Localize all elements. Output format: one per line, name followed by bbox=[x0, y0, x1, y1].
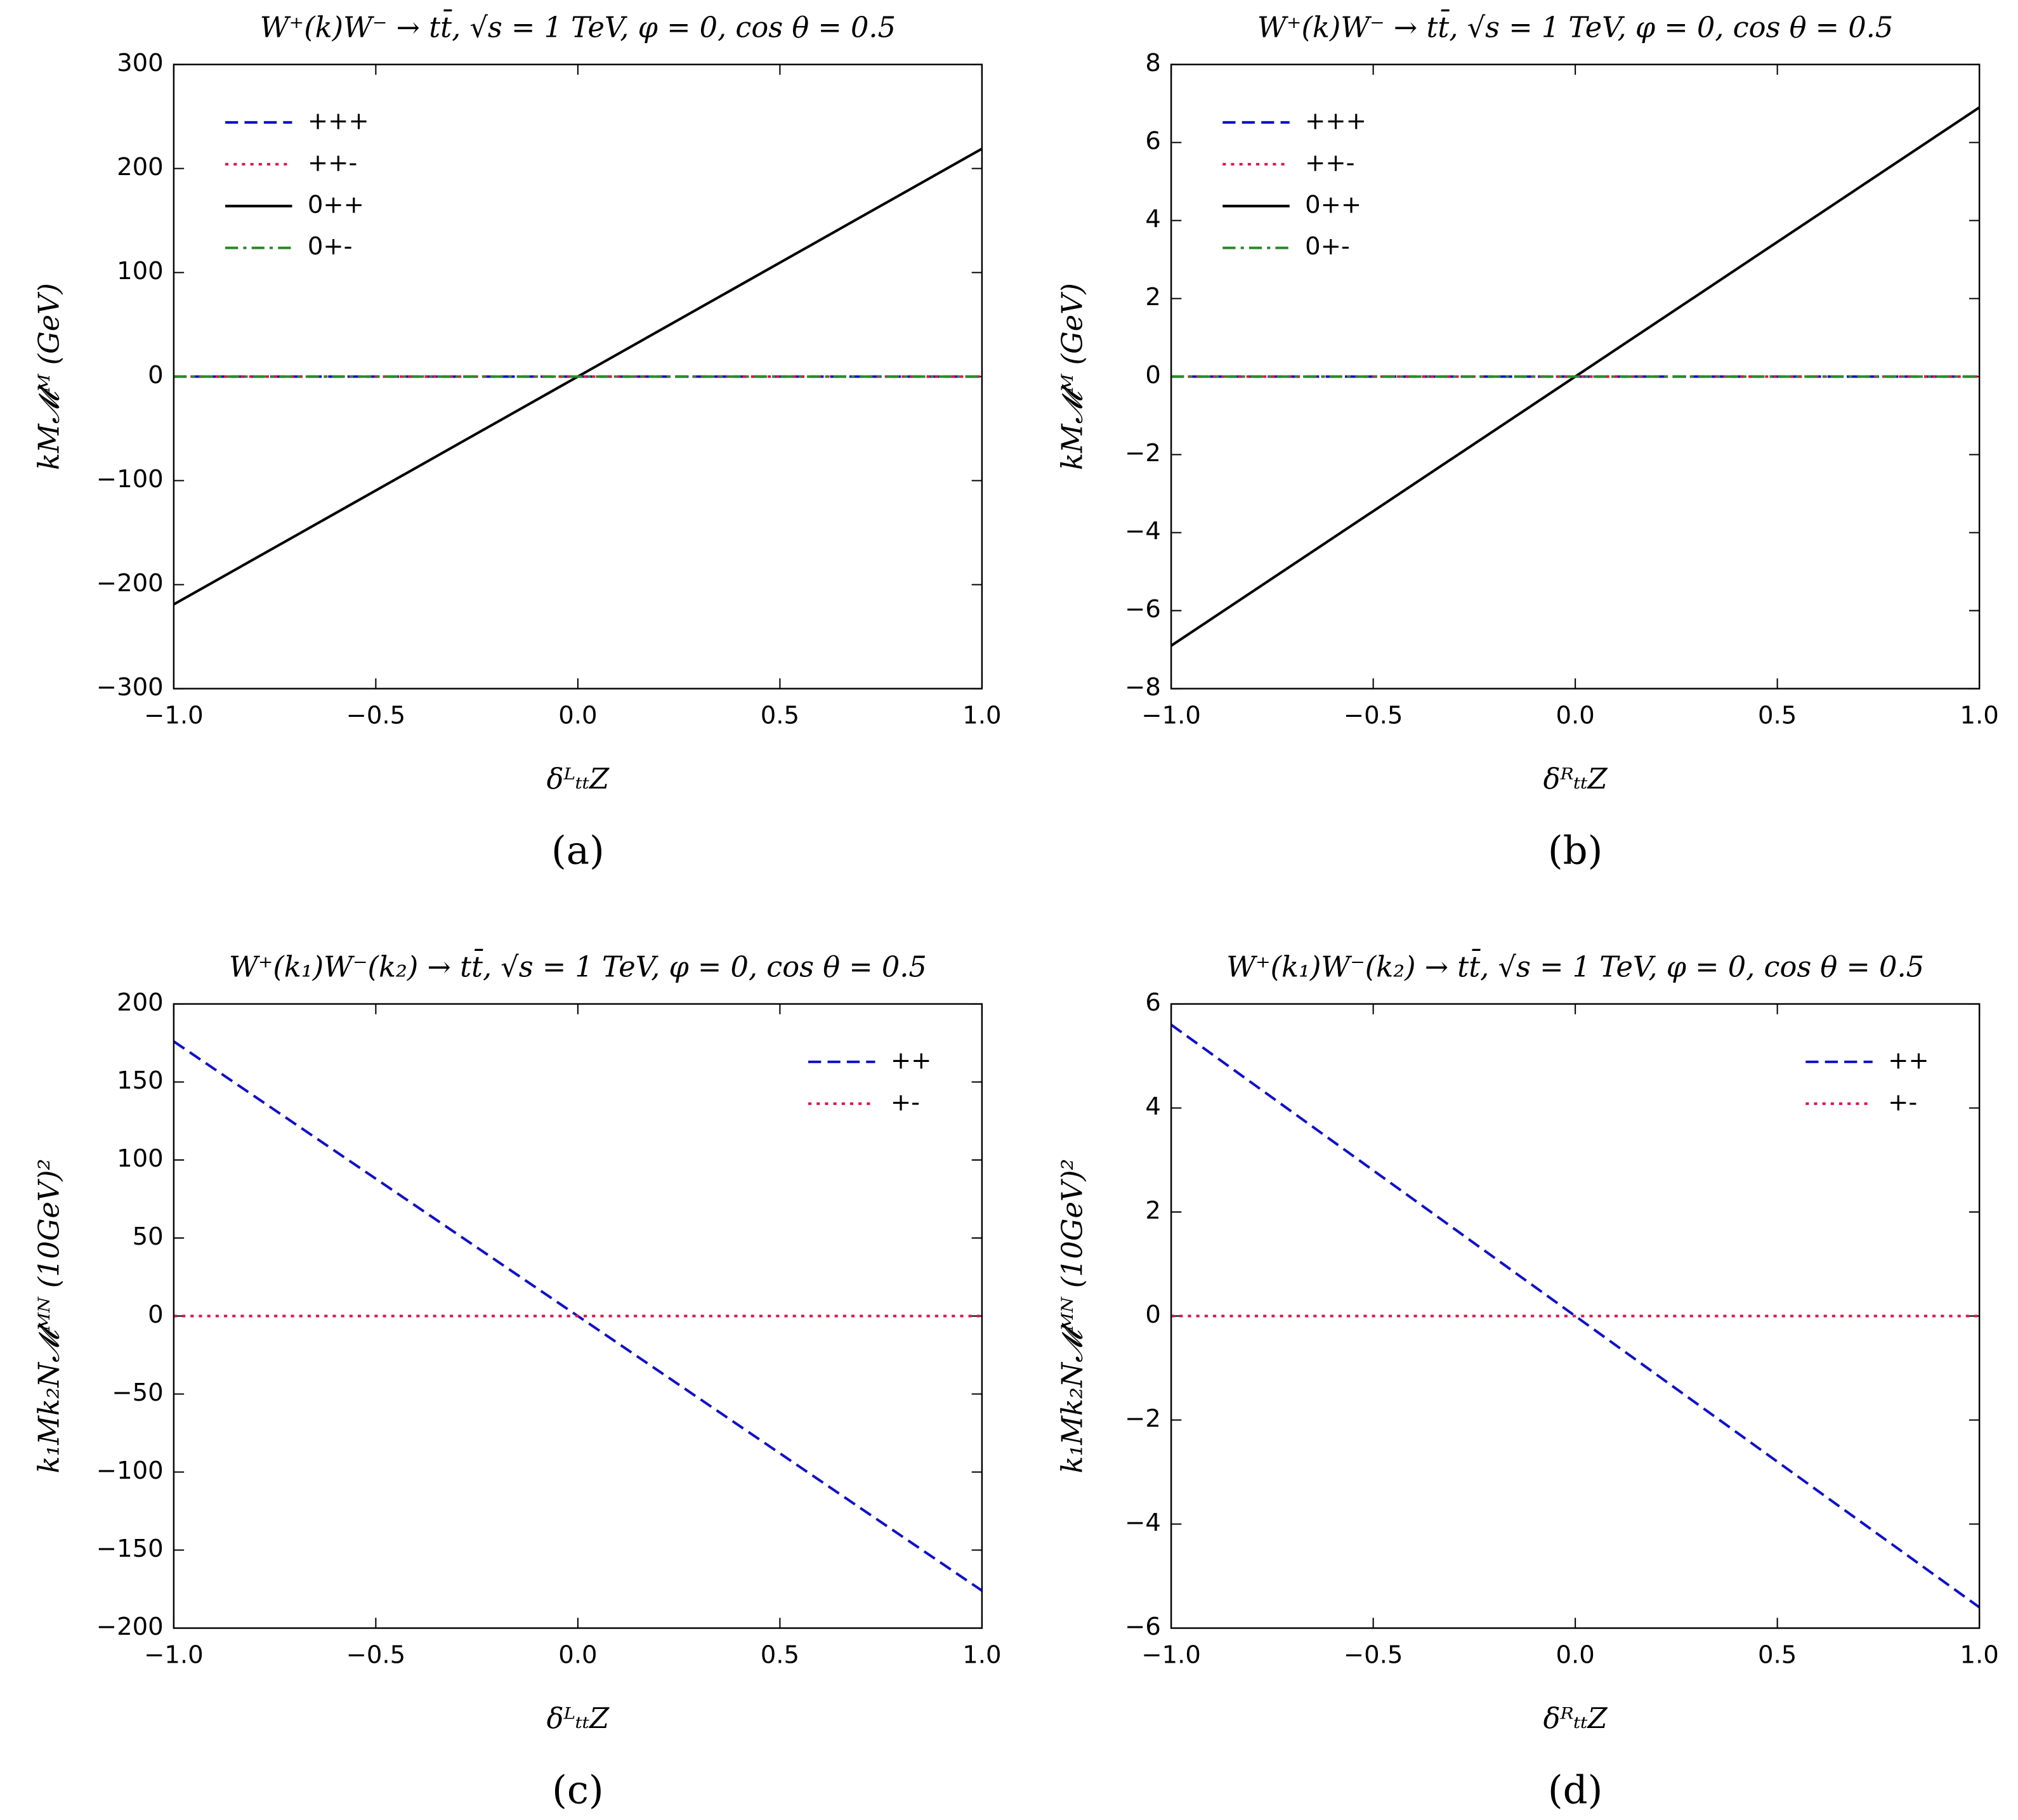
y-tick-label: 0 bbox=[1145, 1300, 1161, 1329]
panel: W⁺(k₁)W⁻(k₂) → tt̄, √s = 1 TeV, φ = 0, c… bbox=[1056, 949, 1998, 1813]
legend-label: 0++ bbox=[1305, 190, 1361, 219]
x-tick-label: 0.5 bbox=[761, 1641, 799, 1670]
legend-label: +++ bbox=[1305, 107, 1366, 135]
y-tick-label: 0 bbox=[148, 1300, 164, 1329]
y-tick-label: 4 bbox=[1145, 205, 1161, 233]
x-tick-label: 0.5 bbox=[1758, 1641, 1797, 1670]
y-tick-label: −200 bbox=[96, 1613, 164, 1641]
x-axis-label: δᴿₜₜ𝑍 bbox=[1543, 763, 1608, 795]
x-tick-label: −0.5 bbox=[346, 702, 406, 730]
y-tick-label: 8 bbox=[1145, 49, 1161, 77]
x-tick-label: −1.0 bbox=[1141, 702, 1201, 730]
y-tick-label: 6 bbox=[1145, 988, 1161, 1017]
x-tick-label: −1.0 bbox=[144, 702, 204, 730]
y-tick-label: −150 bbox=[96, 1535, 164, 1563]
x-tick-label: −1.0 bbox=[144, 1641, 204, 1670]
panel: W⁺(k)W⁻ → tt̄, √s = 1 TeV, φ = 0, cos θ … bbox=[33, 10, 1002, 874]
y-tick-label: −2 bbox=[1125, 1404, 1161, 1433]
y-axis-label: k𝑀𝓜ᴹ (GeV) bbox=[33, 283, 66, 470]
plot-frame bbox=[1170, 63, 1981, 690]
x-tick-label: 1.0 bbox=[1960, 1641, 1998, 1670]
y-tick-label: 0 bbox=[1145, 361, 1161, 390]
legend-label: 0+- bbox=[1305, 232, 1350, 261]
caption: (a) bbox=[551, 828, 605, 873]
chart-title: W⁺(k₁)W⁻(k₂) → tt̄, √s = 1 TeV, φ = 0, c… bbox=[1226, 949, 1924, 984]
x-tick-label: 0.0 bbox=[558, 702, 597, 730]
plot-frame bbox=[1170, 1003, 1981, 1629]
x-tick-label: 1.0 bbox=[962, 1641, 1001, 1670]
x-tick-label: 0.0 bbox=[1556, 702, 1594, 730]
y-tick-label: 2 bbox=[1145, 283, 1161, 311]
legend-label: +++ bbox=[308, 107, 369, 135]
legend-label: 0+- bbox=[308, 232, 353, 261]
x-tick-label: −0.5 bbox=[1344, 702, 1403, 730]
y-tick-label: −6 bbox=[1125, 1613, 1161, 1641]
y-tick-label: −100 bbox=[96, 1457, 164, 1485]
x-axis-label: δᴸₜₜ𝑍 bbox=[547, 1702, 610, 1735]
y-tick-label: −2 bbox=[1125, 439, 1161, 468]
panel: W⁺(k)W⁻ → tt̄, √s = 1 TeV, φ = 0, cos θ … bbox=[1056, 10, 1998, 874]
y-tick-label: −4 bbox=[1125, 517, 1161, 546]
plot-frame bbox=[173, 1003, 983, 1629]
x-tick-label: −0.5 bbox=[346, 1641, 406, 1670]
y-tick-label: −300 bbox=[96, 673, 164, 702]
y-tick-label: 300 bbox=[117, 49, 164, 77]
y-tick-label: 150 bbox=[117, 1066, 164, 1095]
chart-title: W⁺(k)W⁻ → tt̄, √s = 1 TeV, φ = 0, cos θ … bbox=[260, 10, 896, 44]
x-tick-label: −1.0 bbox=[1141, 1641, 1201, 1670]
caption: (b) bbox=[1548, 828, 1602, 873]
panel: W⁺(k₁)W⁻(k₂) → tt̄, √s = 1 TeV, φ = 0, c… bbox=[33, 949, 1002, 1813]
x-axis-label: δᴸₜₜ𝑍 bbox=[547, 763, 610, 795]
y-tick-label: −50 bbox=[112, 1378, 163, 1407]
y-tick-label: −6 bbox=[1125, 595, 1161, 624]
y-axis-label: k₁𝑀k₂𝑁𝓜ᴹᴺ (10GeV)² bbox=[33, 1159, 66, 1474]
y-tick-label: 6 bbox=[1145, 127, 1161, 155]
legend-label: ++ bbox=[891, 1046, 932, 1075]
x-tick-label: 1.0 bbox=[1960, 702, 1998, 730]
x-tick-label: −0.5 bbox=[1344, 1641, 1403, 1670]
x-tick-label: 0.0 bbox=[558, 1641, 597, 1670]
chart-title: W⁺(k)W⁻ → tt̄, √s = 1 TeV, φ = 0, cos θ … bbox=[1257, 10, 1893, 44]
y-tick-label: 0 bbox=[148, 361, 164, 390]
legend-label: +- bbox=[1888, 1088, 1917, 1116]
legend-label: ++ bbox=[1888, 1046, 1929, 1075]
y-tick-label: −100 bbox=[96, 465, 164, 494]
y-axis-label: k𝑀𝓜ᴹ (GeV) bbox=[1056, 283, 1089, 470]
chart-title: W⁺(k₁)W⁻(k₂) → tt̄, √s = 1 TeV, φ = 0, c… bbox=[229, 949, 927, 984]
y-tick-label: 100 bbox=[117, 257, 164, 285]
x-tick-label: 0.5 bbox=[761, 702, 799, 730]
y-tick-label: −4 bbox=[1125, 1509, 1161, 1537]
caption: (c) bbox=[552, 1768, 604, 1812]
legend-label: 0++ bbox=[308, 190, 364, 219]
x-tick-label: 0.5 bbox=[1758, 702, 1797, 730]
x-axis-label: δᴿₜₜ𝑍 bbox=[1543, 1702, 1608, 1735]
x-tick-label: 0.0 bbox=[1556, 1641, 1594, 1670]
y-tick-label: 50 bbox=[133, 1222, 164, 1251]
legend-label: ++- bbox=[308, 148, 357, 177]
legend-label: +- bbox=[891, 1088, 920, 1116]
y-axis-label: k₁𝑀k₂𝑁𝓜ᴹᴺ (10GeV)² bbox=[1056, 1159, 1089, 1474]
y-tick-label: 100 bbox=[117, 1144, 164, 1173]
caption: (d) bbox=[1548, 1768, 1602, 1812]
y-tick-label: 200 bbox=[117, 988, 164, 1017]
x-tick-label: 1.0 bbox=[962, 702, 1001, 730]
y-tick-label: −8 bbox=[1125, 673, 1161, 702]
y-tick-label: 200 bbox=[117, 153, 164, 181]
y-tick-label: −200 bbox=[96, 569, 164, 598]
y-tick-label: 2 bbox=[1145, 1196, 1161, 1225]
series-line bbox=[1171, 1023, 1980, 1609]
plot-frame bbox=[173, 63, 983, 690]
y-tick-label: 4 bbox=[1145, 1092, 1161, 1121]
legend-label: ++- bbox=[1305, 148, 1354, 177]
